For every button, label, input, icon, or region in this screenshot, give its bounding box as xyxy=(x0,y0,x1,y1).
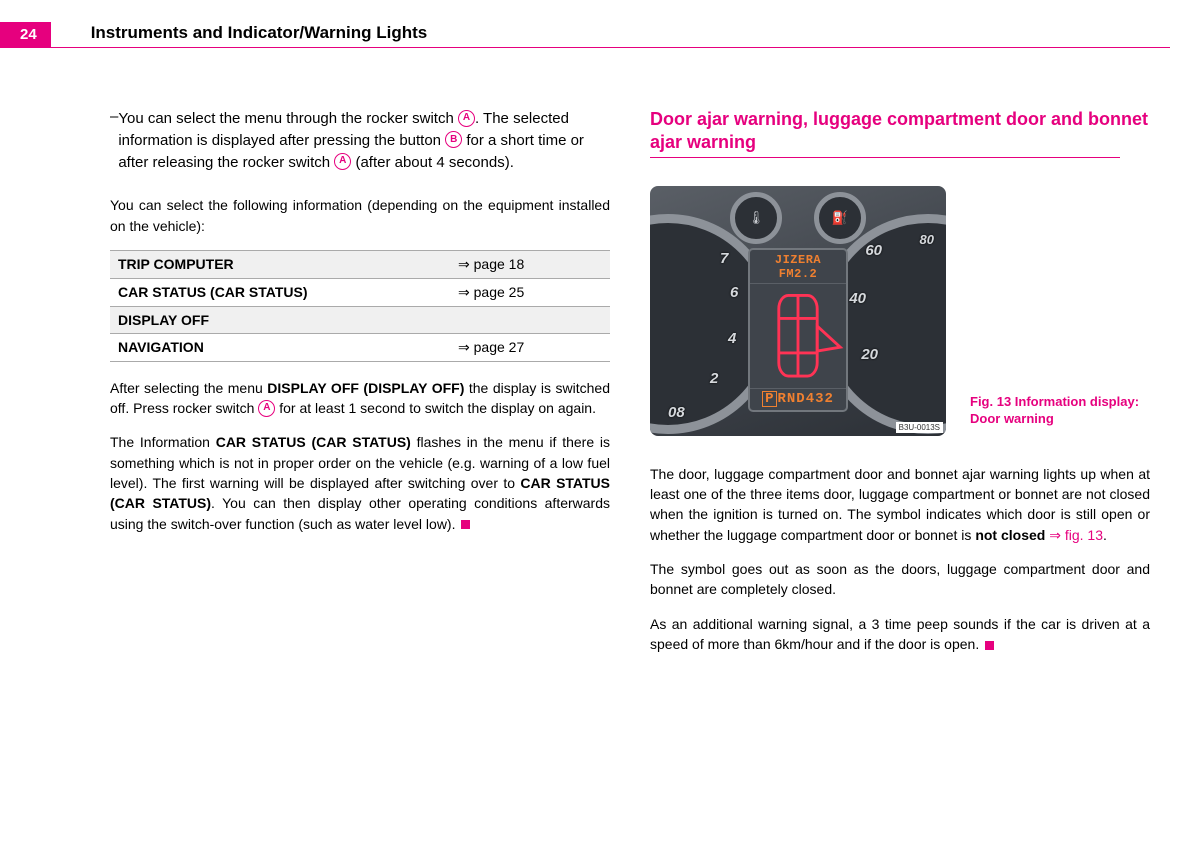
table-row: CAR STATUS (CAR STATUS) ⇒ page 25 xyxy=(110,278,610,306)
gauge-tick: 08 xyxy=(668,404,685,421)
menu-name: DISPLAY OFF xyxy=(110,306,450,333)
figure-link[interactable]: ⇒ fig. 13 xyxy=(1045,527,1103,543)
page-header: 24 Instruments and Indicator/Warning Lig… xyxy=(0,0,1200,47)
paragraph: The Information CAR STATUS (CAR STATUS) … xyxy=(110,432,610,533)
figure-row: 🌡 ⛽ 7 6 4 2 08 60 80 40 20 JIZERAFM2.2 xyxy=(650,186,1150,436)
bold-run: not closed xyxy=(975,527,1045,543)
menu-name: CAR STATUS (CAR STATUS) xyxy=(110,278,450,306)
text-run: (after about 4 seconds). xyxy=(351,154,514,171)
menu-table: TRIP COMPUTER ⇒ page 18 CAR STATUS (CAR … xyxy=(110,250,610,362)
table-row: NAVIGATION ⇒ page 27 xyxy=(110,333,610,361)
menu-ref xyxy=(450,306,610,333)
menu-name: TRIP COMPUTER xyxy=(110,250,450,278)
end-square-icon xyxy=(461,520,470,529)
menu-ref: ⇒ page 18 xyxy=(450,250,610,278)
button-ref-a-icon: A xyxy=(258,400,275,417)
figure-caption: Fig. 13 Information display: Door warnin… xyxy=(970,393,1140,436)
button-ref-b-icon: B xyxy=(445,131,462,148)
bold-run: CAR STATUS (CAR STATUS) xyxy=(216,434,411,450)
display-gear-text: PRND432 xyxy=(750,388,846,410)
gauge-tick: 40 xyxy=(849,290,866,307)
image-code: B3U-0013S xyxy=(896,422,943,433)
bullet-text: You can select the menu through the rock… xyxy=(118,108,610,173)
bold-run: DISPLAY OFF (DISPLAY OFF) xyxy=(267,380,464,396)
table-row: DISPLAY OFF xyxy=(110,306,610,333)
display-radio-text: JIZERAFM2.2 xyxy=(750,250,846,285)
gauge-tick: 7 xyxy=(720,250,728,267)
gauge-tick: 80 xyxy=(920,232,934,247)
bullet-dash: – xyxy=(110,108,118,173)
gauge-tick: 4 xyxy=(728,330,736,347)
paragraph: You can select the following information… xyxy=(110,195,610,236)
text-run: The Information xyxy=(110,434,216,450)
button-ref-a-icon: A xyxy=(458,110,475,127)
text-run: You can select the menu through the rock… xyxy=(118,110,458,127)
gauge-tick: 60 xyxy=(865,242,882,259)
paragraph: The symbol goes out as soon as the doors… xyxy=(650,559,1150,600)
fuel-gauge: ⛽ xyxy=(814,192,866,244)
end-square-icon xyxy=(985,641,994,650)
info-display: JIZERAFM2.2 xyxy=(748,248,848,412)
menu-name: NAVIGATION xyxy=(110,333,450,361)
left-column: – You can select the menu through the ro… xyxy=(110,108,610,668)
gauge-tick: 6 xyxy=(730,284,738,301)
instrument-cluster-figure: 🌡 ⛽ 7 6 4 2 08 60 80 40 20 JIZERAFM2.2 xyxy=(650,186,946,436)
page-number-tab: 24 xyxy=(0,22,51,47)
gauge-tick: 2 xyxy=(710,370,718,387)
text-run: for at least 1 second to switch the disp… xyxy=(275,400,596,416)
text-run: After selecting the menu xyxy=(110,380,267,396)
fuel-icon: ⛽ xyxy=(819,197,861,239)
bullet-item: – You can select the menu through the ro… xyxy=(110,108,610,173)
display-car-graphic xyxy=(750,284,846,387)
text-run: As an additional warning signal, a 3 tim… xyxy=(650,616,1150,652)
paragraph: As an additional warning signal, a 3 tim… xyxy=(650,614,1150,655)
menu-ref: ⇒ page 27 xyxy=(450,333,610,361)
subsection-heading: Door ajar warning, luggage compartment d… xyxy=(650,108,1150,155)
content-columns: – You can select the menu through the ro… xyxy=(0,48,1200,668)
text-run: . xyxy=(1103,527,1107,543)
button-ref-a-icon: A xyxy=(334,153,351,170)
temp-gauge: 🌡 xyxy=(730,192,782,244)
paragraph: After selecting the menu DISPLAY OFF (DI… xyxy=(110,378,610,419)
right-column: Door ajar warning, luggage compartment d… xyxy=(650,108,1150,668)
gauge-tick: 20 xyxy=(861,346,878,363)
heading-rule xyxy=(650,157,1120,158)
section-title: Instruments and Indicator/Warning Lights xyxy=(91,23,428,47)
table-row: TRIP COMPUTER ⇒ page 18 xyxy=(110,250,610,278)
menu-ref: ⇒ page 25 xyxy=(450,278,610,306)
temp-icon: 🌡 xyxy=(735,197,777,239)
paragraph: The door, luggage compartment door and b… xyxy=(650,464,1150,545)
car-door-ajar-icon xyxy=(750,284,846,387)
